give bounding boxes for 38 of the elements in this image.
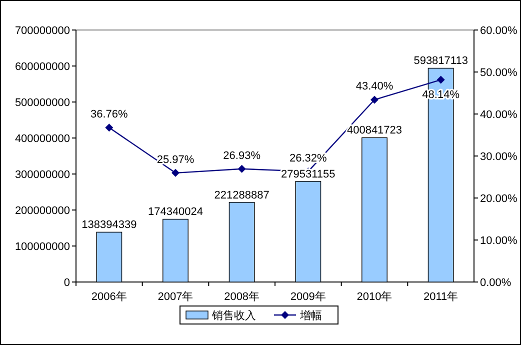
x-tick-label: 2008年	[224, 291, 260, 303]
data-label: 279531155	[281, 168, 336, 180]
y2-tick-label: 50.00%	[480, 67, 518, 79]
legend-label: 销售收入	[211, 309, 256, 322]
y-tick-label: 500000000	[14, 97, 70, 109]
y-tick-label: 600000000	[14, 61, 70, 73]
y2-tick-label: 10.00%	[480, 235, 518, 247]
y-tick-label: 700000000	[14, 25, 70, 37]
y2-tick-label: 20.00%	[480, 193, 518, 205]
x-tick-label: 2010年	[356, 291, 392, 303]
y2-tick-label: 30.00%	[480, 151, 518, 163]
legend-label: 增幅	[299, 310, 322, 322]
y-tick-label: 0	[64, 277, 70, 289]
data-label: 174340024	[148, 206, 204, 218]
data-label: 593817113	[414, 55, 468, 68]
point	[172, 168, 180, 177]
y-tick-label: 300000000	[14, 169, 70, 181]
y-tick-label: 400000000	[14, 133, 70, 145]
y2-tick-label: 40.00%	[480, 109, 518, 121]
data-label: 400841723	[346, 124, 402, 137]
point	[436, 76, 445, 84]
x-tick-label: 2006年	[91, 291, 127, 303]
data-label: 43.40%	[356, 80, 394, 93]
x-tick-label: 2011年	[424, 291, 458, 303]
y-tick-label: 200000000	[14, 205, 70, 217]
x-tick-label: 2007年	[158, 291, 194, 303]
x-tick-label: 2009年	[290, 291, 326, 303]
data-label: 138394339	[82, 219, 137, 232]
data-label: 221288887	[214, 189, 270, 202]
point	[370, 96, 378, 104]
data-label: 36.76%	[90, 108, 128, 121]
data-label: 25.97%	[156, 154, 194, 166]
point	[105, 124, 114, 132]
y-tick-label: 100000000	[14, 241, 70, 253]
y2-tick-label: 0.00%	[480, 277, 512, 289]
data-label: 26.93%	[223, 150, 261, 162]
y2-tick-label: 60.00%	[480, 25, 518, 37]
point	[238, 164, 246, 173]
